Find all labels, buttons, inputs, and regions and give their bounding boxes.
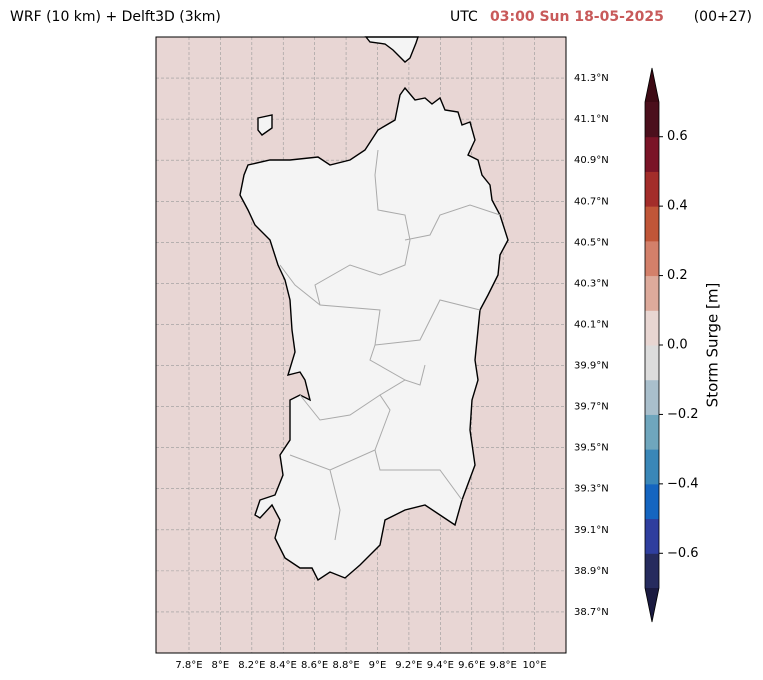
colorbar-segment [645, 553, 659, 589]
colorbar-segment [645, 310, 659, 346]
lat-tick-label: 39.3°N [574, 484, 609, 495]
colorbar-segment [645, 483, 659, 520]
lat-tick-label: 40.7°N [574, 196, 609, 207]
lon-tick-label: 9.8°E [490, 660, 517, 671]
lon-tick-label: 8.8°E [332, 660, 359, 671]
colorbar-segment [645, 206, 659, 242]
colorbar-segment [645, 275, 659, 311]
lon-tick-label: 7.8°E [175, 660, 202, 671]
colorbar-outline [644, 67, 660, 623]
lon-tick-label: 10°E [523, 660, 547, 671]
lat-tick-label: 40.1°N [574, 319, 609, 330]
lon-tick-label: 8.2°E [238, 660, 265, 671]
colorbar-tick-label: −0.2 [667, 407, 699, 422]
lat-tick-label: 39.5°N [574, 443, 609, 454]
colorbar-tick-label: 0.4 [667, 199, 688, 214]
colorbar-segment [645, 449, 659, 485]
lat-tick-label: 38.7°N [574, 607, 609, 618]
colorbar-tick-label: 0.2 [667, 268, 688, 283]
colorbar-tick-label: 0.0 [667, 338, 688, 353]
lon-tick-label: 8.6°E [301, 660, 328, 671]
lat-tick-label: 41.1°N [574, 114, 609, 125]
lat-tick-label: 39.1°N [574, 525, 609, 536]
land [239, 36, 509, 582]
lon-tick-label: 9.2°E [395, 660, 422, 671]
lat-tick-label: 40.9°N [574, 155, 609, 166]
lat-tick-label: 39.9°N [574, 361, 609, 372]
colorbar-tick-label: 0.6 [667, 129, 688, 144]
colorbar-segment [645, 102, 659, 138]
region-borders [279, 149, 501, 541]
lon-tick-label: 8°E [212, 660, 230, 671]
lon-tick-label: 9.6°E [458, 660, 485, 671]
colorbar-segment [645, 171, 659, 207]
time-zone: UTC [450, 9, 478, 25]
colorbar-tick-label: −0.4 [667, 476, 699, 491]
lat-tick-label: 40.3°N [574, 278, 609, 289]
lon-tick-label: 9.4°E [427, 660, 454, 671]
colorbar-segment [645, 518, 659, 554]
lon-tick-label: 9°E [369, 660, 387, 671]
colorbar-segment [645, 136, 659, 172]
colorbar-extend-under [645, 588, 659, 622]
colorbar-tick-label: −0.6 [667, 546, 699, 561]
lat-tick-label: 39.7°N [574, 402, 609, 413]
title: WRF (10 km) + Delft3D (3km) [10, 9, 221, 25]
lead-time: (00+27) [694, 9, 752, 25]
colorbar-extend-over [645, 68, 659, 102]
lat-tick-label: 40.5°N [574, 237, 609, 248]
forecast-time: 03:00 Sun 18-05-2025 [490, 9, 664, 25]
lon-tick-label: 8.4°E [270, 660, 297, 671]
lat-tick-label: 38.9°N [574, 566, 609, 577]
colorbar-segment [645, 379, 659, 415]
colorbar-segment [645, 240, 659, 277]
colorbar-segment [645, 414, 659, 450]
colorbar-segment [645, 345, 659, 381]
lat-tick-label: 41.3°N [574, 73, 609, 84]
colorbar-label: Storm Surge [m] [704, 283, 722, 408]
map-frame [155, 36, 567, 654]
